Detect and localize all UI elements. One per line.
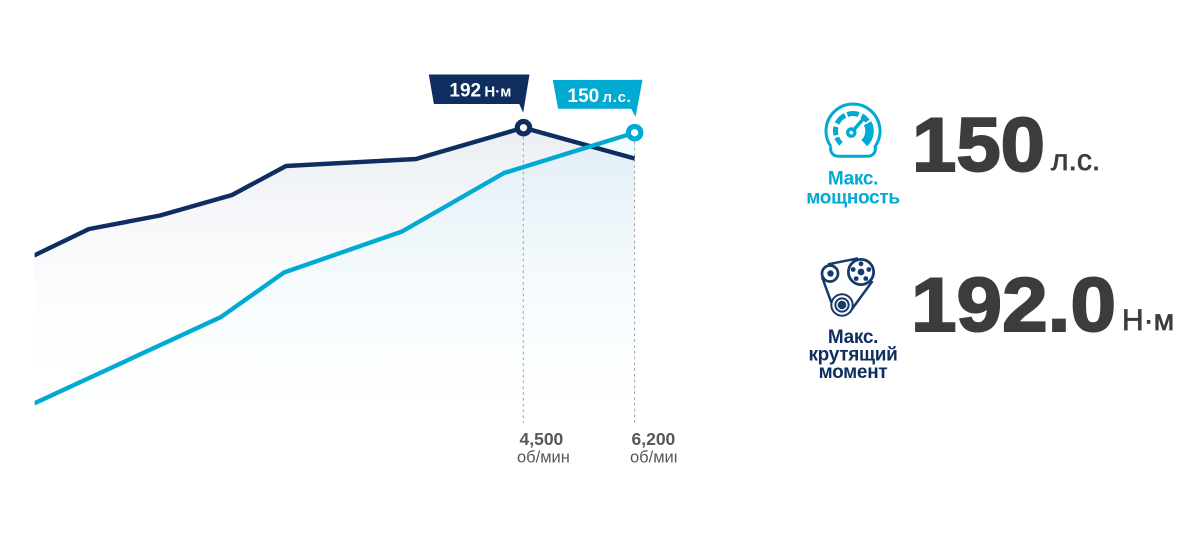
svg-text:Н·м: Н·м	[1122, 304, 1174, 337]
svg-text:192: 192	[449, 80, 481, 101]
svg-text:150: 150	[568, 86, 600, 107]
svg-text:192.0: 192.0	[911, 263, 1116, 348]
svg-text:4,500: 4,500	[520, 429, 564, 449]
svg-text:Н·м: Н·м	[484, 83, 511, 100]
svg-text:об/мин: об/мин	[630, 449, 683, 467]
svg-text:Макс.: Макс.	[828, 169, 878, 190]
svg-text:момент: момент	[819, 362, 888, 383]
svg-text:л.с.: л.с.	[603, 89, 632, 106]
svg-text:мощность: мощность	[806, 187, 899, 208]
svg-text:Макс.: Макс.	[828, 327, 878, 348]
svg-text:150: 150	[912, 103, 1045, 188]
svg-text:6,200: 6,200	[632, 429, 676, 449]
svg-text:л.с.: л.с.	[1051, 144, 1100, 177]
svg-text:крутящий: крутящий	[808, 345, 897, 366]
svg-text:об/мин: об/мин	[517, 449, 570, 467]
